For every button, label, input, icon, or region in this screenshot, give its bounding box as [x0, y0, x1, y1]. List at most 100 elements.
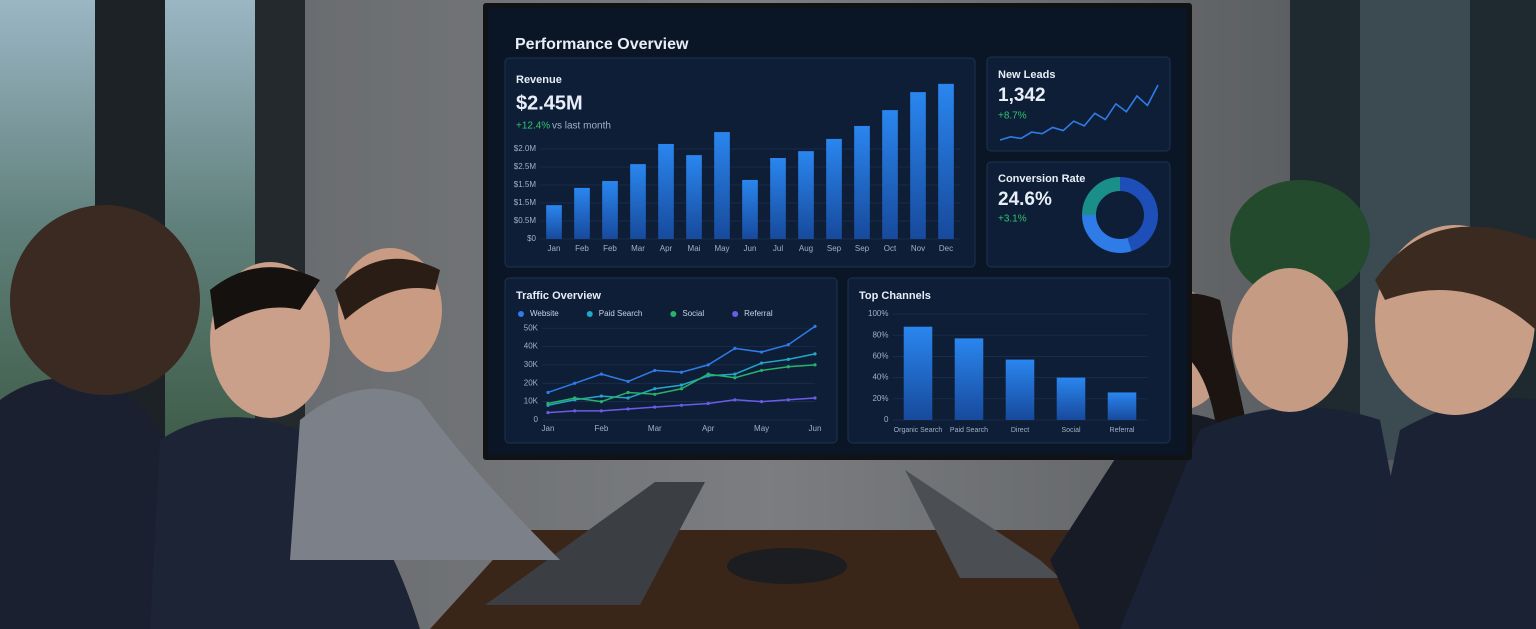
point [653, 387, 657, 391]
point [786, 398, 790, 402]
bar [574, 187, 590, 239]
kpi-value: 24.6% [998, 189, 1052, 210]
panel-label: Traffic Overview [516, 290, 601, 302]
legend-label: Social [682, 309, 704, 318]
x-tick-label: Jul [773, 244, 783, 253]
y-tick-label: 10K [524, 397, 539, 406]
y-tick-label: 30K [524, 360, 539, 369]
point [626, 407, 630, 411]
sparkline [999, 84, 1159, 141]
panel-label: Top Channels [859, 290, 931, 302]
point [733, 398, 737, 402]
person-hair [335, 258, 440, 320]
bar [686, 155, 702, 239]
point [573, 409, 577, 413]
x-tick-label: Mar [648, 424, 662, 433]
x-tick-label: Nov [911, 244, 925, 253]
x-tick-label: Sep [855, 244, 870, 253]
point [599, 372, 604, 376]
point [760, 361, 764, 365]
point [599, 400, 604, 404]
bar [1107, 392, 1137, 420]
kpi-note: vs last month [552, 121, 611, 132]
bar [1056, 377, 1086, 420]
person-hair [1375, 226, 1536, 330]
leads-panel [986, 56, 1171, 152]
point [573, 396, 577, 400]
y-tick-label: 100% [868, 309, 888, 318]
bar [854, 125, 870, 239]
person [290, 388, 560, 560]
x-tick-label: Apr [660, 244, 673, 253]
kpi-value: 1,342 [998, 85, 1046, 106]
point [813, 363, 817, 367]
point [626, 390, 630, 395]
panel-label: Revenue [516, 74, 562, 86]
x-tick-label: Paid Search [950, 427, 988, 434]
x-tick-label: Jan [542, 424, 555, 433]
point [760, 368, 764, 373]
bar [954, 338, 984, 420]
point [653, 368, 657, 373]
x-tick-label: Direct [1011, 427, 1029, 434]
legend-label: Referral [744, 309, 773, 318]
point [786, 343, 790, 347]
point [679, 403, 684, 407]
point [653, 405, 657, 409]
donut-segment [1082, 214, 1132, 253]
point [626, 396, 630, 400]
point [706, 372, 710, 376]
legend-swatch [586, 311, 593, 317]
point [573, 381, 577, 385]
bar [910, 92, 926, 240]
point [626, 379, 630, 384]
bar [546, 205, 562, 239]
x-tick-label: Jun [809, 424, 822, 433]
x-tick-label: Jun [744, 244, 757, 253]
x-tick-label: Referral [1110, 427, 1135, 434]
kpi-change: +8.7% [998, 111, 1027, 122]
kpi-change: +12.4% [516, 121, 550, 132]
legend-label: Website [530, 309, 559, 318]
y-tick-label: $0 [527, 234, 536, 243]
x-tick-label: Dec [939, 244, 953, 253]
x-tick-label: Organic Search [894, 427, 943, 434]
point [546, 411, 550, 415]
point [679, 370, 684, 374]
x-tick-label: May [754, 424, 769, 433]
bar [938, 83, 954, 239]
point [813, 324, 817, 328]
person-head [1232, 268, 1348, 412]
bar [903, 326, 933, 420]
kpi-value: $2.45M [516, 92, 583, 114]
y-tick-label: 80% [872, 330, 888, 339]
panel-label: Conversion Rate [998, 173, 1085, 185]
x-tick-label: Social [1061, 427, 1081, 434]
bar [882, 110, 898, 240]
bar [602, 181, 618, 239]
point [760, 400, 764, 404]
panel-label: New Leads [998, 69, 1055, 81]
point [733, 346, 737, 350]
donut-segment [1119, 177, 1158, 252]
y-tick-label: $2.5M [514, 162, 537, 171]
point [786, 365, 790, 369]
y-tick-label: 20% [872, 394, 888, 403]
bar [630, 164, 646, 239]
bar [714, 132, 730, 239]
x-tick-label: Oct [884, 244, 897, 253]
y-tick-label: $1.5M [514, 198, 537, 207]
bar [658, 143, 674, 239]
y-tick-label: $2.0M [514, 144, 537, 153]
x-tick-label: May [714, 244, 729, 253]
x-tick-label: Mar [631, 244, 645, 253]
point [599, 394, 604, 398]
bar [826, 138, 842, 239]
legend-label: Paid Search [599, 309, 643, 318]
point [679, 383, 684, 387]
point [679, 387, 684, 391]
point [786, 357, 790, 361]
x-tick-label: Sep [827, 244, 842, 253]
